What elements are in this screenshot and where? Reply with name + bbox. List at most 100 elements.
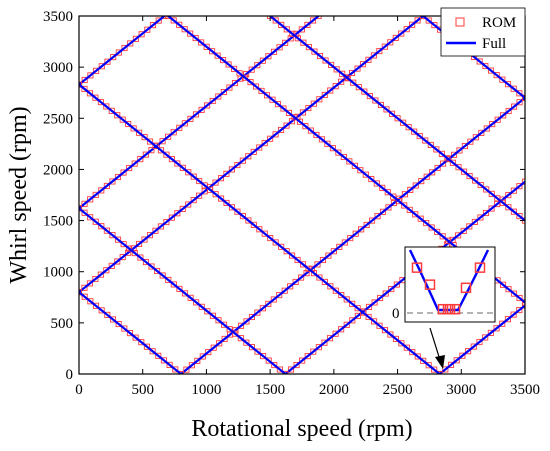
rom-marker (115, 236, 122, 243)
rom-marker (250, 148, 257, 155)
rom-marker (152, 227, 159, 234)
rom-marker (159, 138, 166, 145)
rom-marker (120, 169, 127, 176)
rom-marker (209, 312, 216, 319)
rom-marker (155, 352, 162, 359)
rom-marker (303, 270, 310, 277)
rom-marker (132, 35, 139, 42)
rom-marker (363, 221, 370, 229)
rom-marker (377, 294, 384, 302)
rom-marker (241, 74, 249, 81)
rom-marker (370, 52, 377, 59)
y-tick-label: 1000 (43, 265, 73, 281)
rom-marker (205, 349, 212, 356)
rom-marker (217, 175, 225, 182)
rom-marker (259, 57, 266, 64)
rom-marker (276, 44, 283, 51)
rom-marker (278, 126, 285, 134)
rom-marker (476, 58, 483, 65)
inset-zero-label: 0 (392, 306, 400, 322)
rom-marker (104, 58, 111, 65)
rom-marker (299, 109, 306, 116)
rom-marker (132, 334, 139, 341)
rom-marker (406, 206, 413, 213)
rom-marker (93, 67, 100, 74)
rom-marker (445, 237, 452, 244)
rom-marker (115, 320, 122, 328)
rom-marker (176, 21, 183, 28)
rom-marker (231, 65, 238, 72)
rom-marker (254, 348, 261, 355)
rom-marker (86, 280, 93, 287)
rom-marker (141, 134, 148, 141)
rom-marker (470, 343, 477, 350)
rom-marker (385, 204, 392, 211)
legend-box (440, 7, 526, 57)
rom-marker (381, 43, 388, 50)
rom-marker (144, 26, 151, 33)
rom-marker (234, 161, 241, 169)
rom-marker (114, 173, 122, 181)
rom-marker (272, 131, 279, 138)
rom-marker (168, 214, 175, 221)
rom-marker (401, 191, 408, 198)
legend: ROM Full (440, 7, 526, 57)
rom-marker (431, 366, 438, 373)
rom-marker (125, 249, 132, 256)
rom-marker (321, 91, 328, 98)
rom-marker (192, 34, 199, 42)
rom-marker (179, 205, 186, 212)
inset-rom-marker (411, 262, 423, 273)
rom-marker (349, 300, 356, 307)
rom-marker (136, 240, 143, 248)
rom-marker (494, 116, 501, 123)
rom-marker (204, 102, 211, 109)
rom-marker (201, 182, 208, 189)
y-tick-label: 500 (51, 316, 74, 332)
rom-marker (185, 169, 192, 176)
rom-marker (304, 21, 311, 28)
rom-marker (368, 175, 375, 183)
rom-marker (194, 357, 201, 364)
rom-marker (234, 208, 241, 215)
rom-marker (349, 317, 356, 324)
rom-marker (400, 119, 407, 126)
rom-marker (315, 344, 322, 351)
y-tick-label: 0 (66, 367, 74, 383)
rom-marker (388, 110, 396, 117)
rom-marker (354, 312, 361, 319)
rom-marker (292, 278, 299, 285)
rom-marker (299, 357, 306, 364)
rom-marker (237, 322, 245, 329)
rom-marker (384, 189, 391, 196)
rom-marker (456, 147, 463, 154)
rom-marker (350, 79, 357, 86)
rom-marker (354, 305, 361, 312)
rom-marker (510, 85, 517, 92)
rom-marker (212, 191, 219, 198)
rom-marker (332, 287, 339, 294)
rom-marker (339, 70, 346, 77)
rom-marker (170, 281, 177, 288)
rom-marker (493, 72, 500, 79)
rom-marker (477, 181, 484, 189)
rom-marker (505, 192, 512, 199)
rom-marker (482, 62, 489, 70)
series-6 (79, 289, 184, 374)
rom-marker (510, 311, 517, 318)
rom-marker (390, 193, 397, 200)
rom-marker (429, 169, 436, 176)
rom-marker (125, 120, 132, 128)
rom-marker (228, 204, 236, 211)
rom-marker (351, 162, 358, 169)
rom-marker (152, 142, 159, 149)
rom-marker (302, 123, 309, 130)
rom-marker (183, 366, 190, 373)
rom-marker (346, 158, 353, 165)
rom-marker (487, 67, 495, 74)
inset-rom-marker (474, 262, 486, 273)
rom-marker (428, 224, 435, 231)
rom-marker (395, 198, 402, 205)
inset-rom-marker (460, 282, 472, 294)
rom-marker (414, 17, 421, 24)
